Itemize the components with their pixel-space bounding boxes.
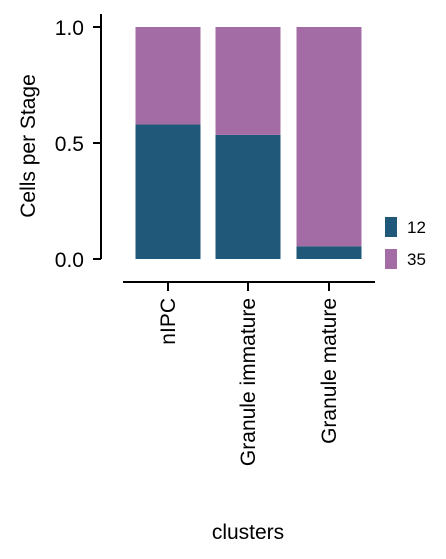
x-tick-label: nIPC (157, 298, 180, 345)
y-tick-label: 0.0 (55, 249, 84, 272)
y-ticks-group: 0.0 0.5 1.0 (55, 17, 101, 272)
y-axis-label: Cells per Stage (17, 74, 40, 218)
x-tick-label: Granule immature (237, 298, 260, 466)
y-tick-label: 0.5 (55, 133, 84, 156)
legend-swatch-35 (385, 249, 397, 269)
legend-label: 35 (407, 250, 426, 269)
legend-swatch-12 (385, 217, 397, 237)
bar-35-3 (296, 27, 362, 247)
bar-12-1 (135, 124, 201, 259)
bars-group (135, 27, 362, 259)
x-axis-label: clusters (212, 521, 284, 544)
bar-35-2 (215, 27, 281, 135)
x-ticks-group: nIPC Granule immature Granule mature (157, 282, 341, 466)
legend-label: 12 (407, 218, 426, 237)
bar-12-2 (215, 134, 281, 259)
bar-12-3 (296, 246, 362, 259)
y-tick-label: 1.0 (55, 17, 84, 40)
bar-35-1 (135, 27, 201, 125)
x-tick-label: Granule mature (318, 298, 341, 444)
legend: 12 35 (385, 217, 426, 269)
